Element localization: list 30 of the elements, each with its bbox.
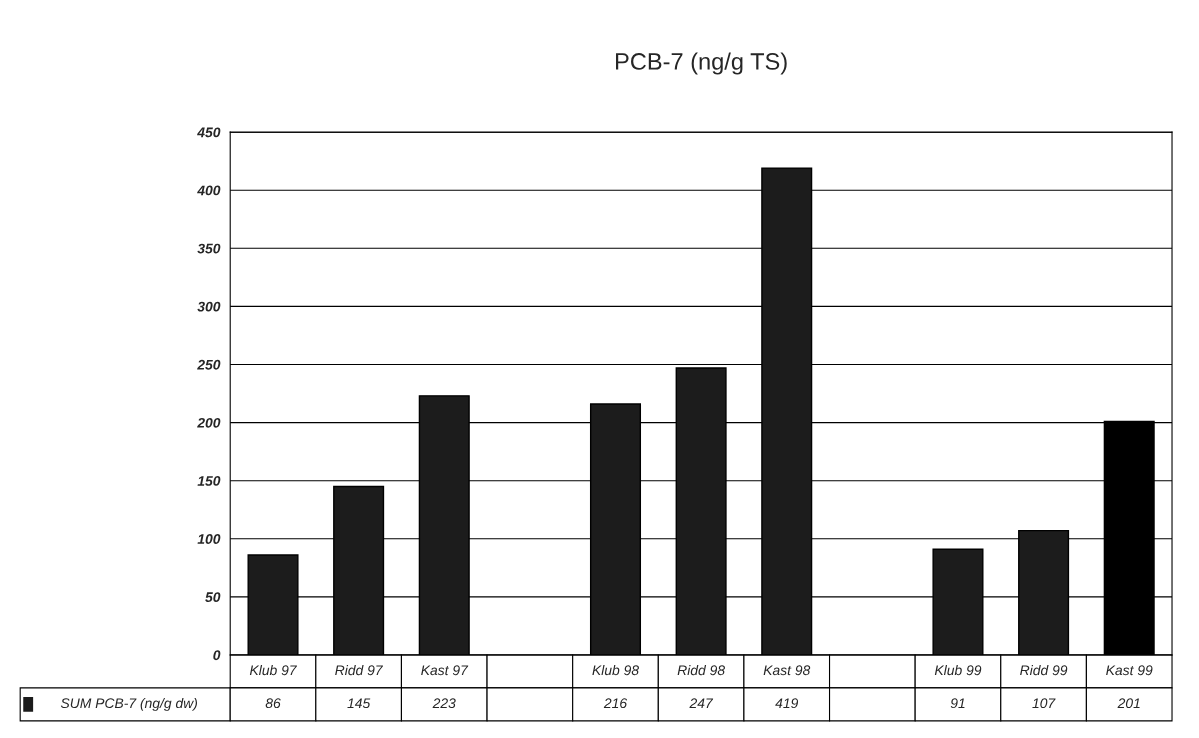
data-label: 91 [950, 698, 965, 709]
y-tick-label: 250 [197, 359, 221, 370]
x-tick-label: Ridd 98 [677, 664, 725, 676]
legend-label: SUM PCB-7 (ng/g dw) [60, 697, 198, 711]
data-label: 145 [347, 698, 371, 709]
x-tick-label: Klub 98 [592, 664, 639, 676]
y-tick-label: 0 [213, 650, 221, 661]
x-tick-label: Ridd 97 [335, 664, 383, 676]
y-tick-label: 350 [197, 243, 221, 254]
data-label: 247 [689, 698, 714, 708]
x-tick-label: Kast 97 [421, 665, 469, 676]
data-label: 223 [432, 698, 456, 709]
y-tick-label: 100 [197, 534, 221, 544]
y-tick-label: 400 [197, 185, 221, 196]
x-tick-label: Klub 99 [934, 664, 982, 676]
x-tick-label: Kast 99 [1106, 665, 1153, 676]
y-tick-label: 450 [197, 127, 221, 138]
x-tick-label: Ridd 99 [1020, 664, 1068, 676]
y-tick-label: 300 [197, 301, 221, 312]
data-label: 419 [775, 698, 799, 709]
data-label: 86 [265, 698, 281, 709]
data-label: 107 [1032, 698, 1056, 709]
x-tick-label: Kast 98 [763, 665, 811, 676]
y-tick-label: 50 [205, 592, 221, 603]
data-label: 201 [1117, 698, 1140, 709]
x-tick-label: Klub 97 [249, 664, 297, 676]
y-tick-label: 150 [197, 476, 221, 486]
chart-title: PCB-7 (ng/g TS) [616, 52, 787, 75]
data-label: 216 [603, 698, 628, 709]
y-tick-label: 200 [197, 417, 221, 428]
